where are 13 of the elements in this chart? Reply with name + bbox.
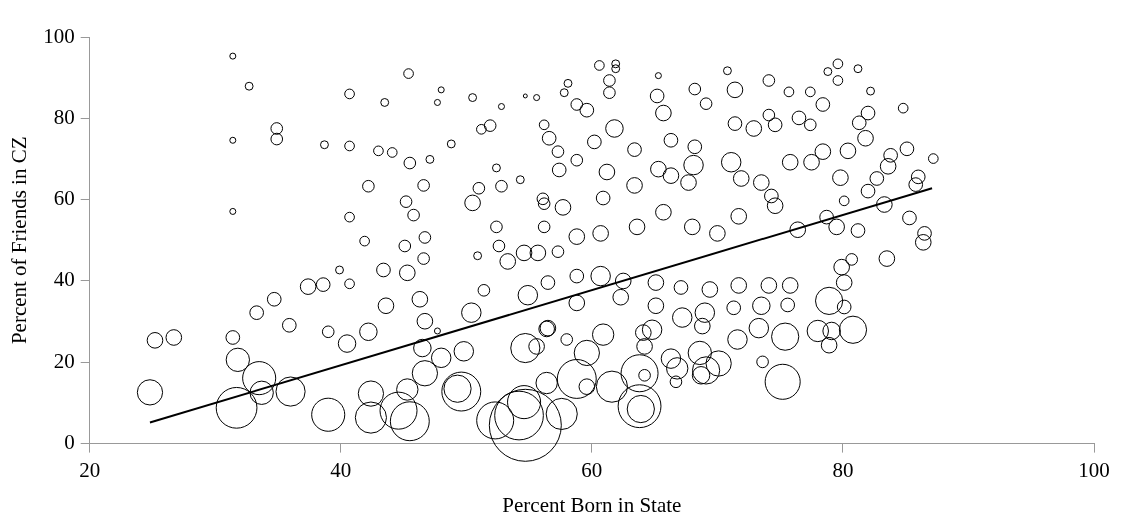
y-tick-label: 100 <box>43 23 75 48</box>
x-tick-label: 20 <box>79 457 101 482</box>
x-tick-label: 100 <box>1078 457 1110 482</box>
y-tick-label: 40 <box>53 267 75 292</box>
y-tick-label: 20 <box>53 348 75 373</box>
y-tick-label: 80 <box>53 104 75 129</box>
x-axis-title: Percent Born in State <box>502 492 682 517</box>
y-axis-title: Percent of Friends in CZ <box>7 136 32 345</box>
x-tick-label: 60 <box>581 457 603 482</box>
y-tick-label: 60 <box>53 186 75 211</box>
x-tick-label: 80 <box>832 457 854 482</box>
x-tick-label: 40 <box>330 457 352 482</box>
y-tick-label: 0 <box>64 430 75 455</box>
